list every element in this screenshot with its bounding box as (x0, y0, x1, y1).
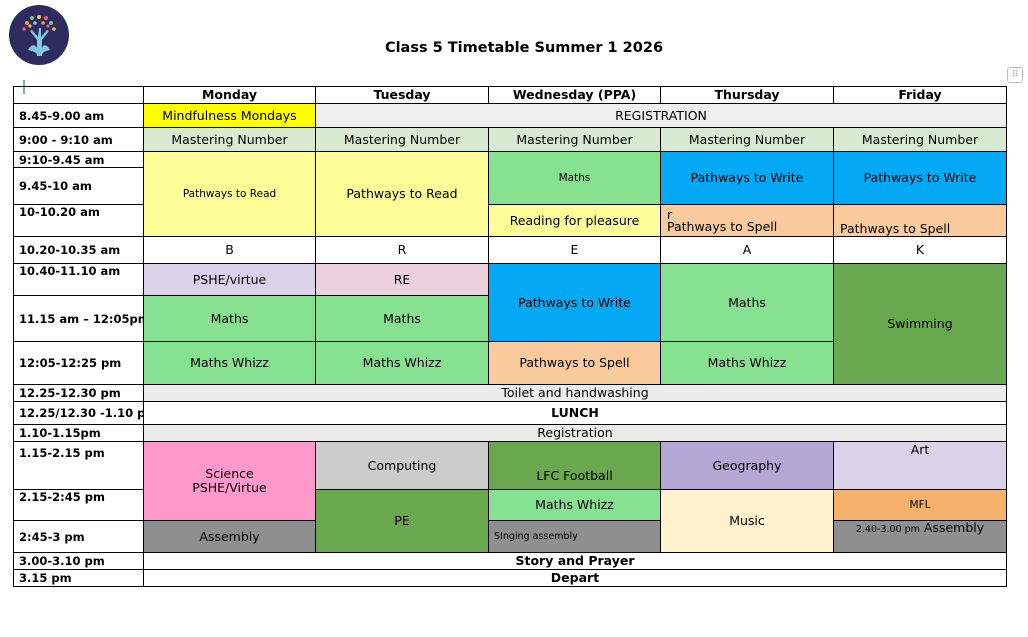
lesson-cell: Pathways to Write (660, 151, 834, 205)
lesson-cell: RE (315, 263, 489, 296)
time-cell: 10-10.20 am (13, 204, 144, 237)
lesson-cell: PE (315, 489, 489, 553)
time-cell: 9:00 - 9:10 am (13, 127, 144, 152)
lesson-time: 2.40-3.00 pm (855, 524, 920, 535)
lesson-cell: Mastering Number (660, 127, 834, 152)
lesson-cell: Science PSHE/Virtue (143, 441, 316, 521)
header-row: Monday Tuesday Wednesday (PPA) Thursday … (13, 86, 1007, 104)
lesson-cell: E (488, 236, 661, 264)
time-cell: 9.45-10 am (13, 167, 144, 205)
lesson-cell: Pathways to Read (143, 151, 316, 237)
header-friday: Friday (833, 86, 1007, 104)
time-cell: 10.40-11.10 am (13, 263, 144, 296)
time-cell: 3.00-3.10 pm (13, 552, 144, 570)
lesson-cell: Maths Whizz (660, 341, 834, 385)
lesson-cell: r Pathways to Spell (660, 204, 834, 237)
lesson-cell: Maths (660, 263, 834, 342)
table-row: 10-10.20 am Reading for pleasure r Pathw… (13, 204, 1007, 237)
time-cell: 12.25-12.30 pm (13, 384, 144, 402)
lesson-cell: Pathways to Write (833, 151, 1007, 205)
lesson-letter: r (667, 206, 673, 222)
lesson-cell: Reading for pleasure (488, 204, 661, 237)
lesson-cell: Mastering Number (143, 127, 316, 152)
table-row: 1.15-2.15 pm Science PSHE/Virtue Computi… (13, 441, 1007, 521)
time-cell: 8.45-9.00 am (13, 103, 144, 128)
depart-cell: Depart (143, 569, 1007, 587)
header-thursday: Thursday (660, 86, 834, 104)
lesson-cell: Mastering Number (315, 127, 489, 152)
page-title: Class 5 Timetable Summer 1 2026 (384, 40, 664, 56)
table-row: 10.40-11.10 am PSHE/virtue RE Pathways t… (13, 263, 1007, 385)
lesson-cell: PSHE/virtue (143, 263, 316, 296)
time-cell: 12.25/12.30 -1.10 pm (13, 401, 144, 425)
table-row: 12:05-12:25 pm Maths Whizz Maths Whizz P… (13, 341, 1007, 385)
lesson-cell: Computing (315, 441, 489, 490)
lesson-cell: Maths (488, 151, 661, 205)
header-tuesday: Tuesday (315, 86, 489, 104)
table-row: 8.45-9.00 am Mindfulness Mondays REGISTR… (13, 103, 1007, 128)
time-cell: 1.10-1.15pm (13, 424, 144, 442)
time-cell: 3.15 pm (13, 569, 144, 587)
lesson-cell: SInging assembly (488, 520, 661, 553)
table-row: 12.25/12.30 -1.10 pm LUNCH (13, 401, 1007, 425)
lesson-cell: Mastering Number (488, 127, 661, 152)
lesson-cell: Maths Whizz (488, 489, 661, 521)
lesson-cell: A (660, 236, 834, 264)
table-row: 3.15 pm Depart (13, 569, 1007, 587)
lesson-cell: Maths (315, 295, 489, 342)
time-cell: 12:05-12:25 pm (13, 341, 144, 385)
time-cell: 9:10-9.45 am (13, 151, 144, 168)
time-cell: 2.15-2:45 pm (13, 489, 144, 521)
lesson-cell: K (833, 236, 1007, 264)
lesson-cell: Maths Whizz (143, 341, 316, 385)
story-cell: Story and Prayer (143, 552, 1007, 570)
header-blank (13, 86, 144, 104)
lesson-label: Pathways to Spell (667, 218, 778, 234)
lesson-cell: Assembly (143, 520, 316, 553)
registration-cell: REGISTRATION (315, 103, 1007, 128)
lesson-cell: B (143, 236, 316, 264)
time-cell: 1.15-2.15 pm (13, 441, 144, 490)
lesson-cell: Maths (143, 295, 316, 342)
table-row: 12.25-12.30 pm Toilet and handwashing (13, 384, 1007, 402)
time-cell: 2:45-3 pm (13, 520, 144, 553)
lesson-cell: R (315, 236, 489, 264)
time-cell: 11.15 am – 12:05pm (13, 295, 144, 342)
lesson-label: Assembly (923, 520, 985, 535)
lesson-cell: Mastering Number (833, 127, 1007, 152)
table-row: 9.45-10 am (13, 167, 1007, 205)
lesson-cell: Pathways to Spell (833, 204, 1007, 237)
header-monday: Monday (143, 86, 316, 104)
lesson-cell: Geography (660, 441, 834, 490)
lesson-cell: Maths Whizz (315, 341, 489, 385)
lesson-cell: Mindfulness Mondays (143, 103, 316, 128)
toilet-cell: Toilet and handwashing (143, 384, 1007, 402)
lunch-cell: LUNCH (143, 401, 1007, 425)
lesson-cell: 2.40-3.00 pm Assembly (833, 520, 1007, 553)
lesson-cell: Music (660, 489, 834, 553)
lesson-cell: Swimming (833, 263, 1007, 385)
lesson-cell: MFL (833, 489, 1007, 521)
table-row: 2.15-2:45 pm PE Maths Whizz Music MFL (13, 489, 1007, 553)
lesson-label: PSHE/Virtue (192, 480, 267, 495)
lesson-cell: Art (833, 441, 1007, 490)
table-row: 9:00 - 9:10 am Mastering Number Masterin… (13, 127, 1007, 152)
registration-cell: Registration (143, 424, 1007, 442)
header-wednesday: Wednesday (PPA) (488, 86, 661, 104)
lesson-cell: LFC Football (488, 441, 661, 490)
table-row: 3.00-3.10 pm Story and Prayer (13, 552, 1007, 570)
timetable: Monday Tuesday Wednesday (PPA) Thursday … (13, 86, 1007, 587)
lesson-label: Science (205, 466, 254, 481)
lesson-cell: Pathways to Read (315, 151, 489, 237)
table-row: 2:45-3 pm Assembly SInging assembly 2.40… (13, 520, 1007, 553)
school-logo-icon (9, 5, 69, 65)
lesson-cell: Pathways to Write (488, 263, 661, 342)
time-cell: 10.20-10.35 am (13, 236, 144, 264)
table-row: 1.10-1.15pm Registration (13, 424, 1007, 442)
table-row: 10.20-10.35 am B R E A K (13, 236, 1007, 264)
drag-handle-icon[interactable]: ⠿ (1007, 67, 1023, 83)
table-row: 9:10-9.45 am Pathways to Read Pathways t… (13, 151, 1007, 237)
lesson-cell: Pathways to Spell (488, 341, 661, 385)
